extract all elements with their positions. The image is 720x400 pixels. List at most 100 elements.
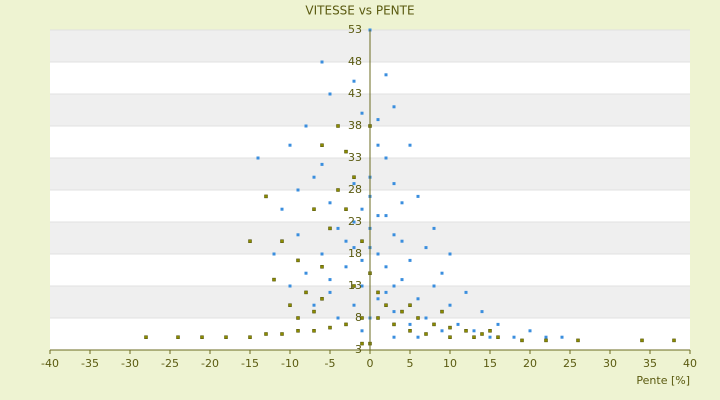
point [328,325,332,330]
point [576,338,580,343]
point [360,329,364,333]
point [344,149,348,154]
point [344,265,348,269]
y-tick-label: 53 [348,23,362,36]
point [400,309,404,314]
x-tick-label: -5 [325,357,336,370]
point [360,341,364,346]
point [264,194,268,199]
point [408,258,412,262]
y-tick-label: 18 [348,247,362,260]
point [384,265,388,269]
point [440,329,444,333]
point [472,329,476,333]
point [328,290,332,294]
x-tick-label: 25 [563,357,577,370]
x-tick-label: 20 [523,357,537,370]
x-axis-label: Pente [%] [636,374,690,387]
point [312,309,316,314]
point [304,124,308,128]
point [296,329,300,333]
point [480,310,484,314]
point [432,226,436,230]
point [304,290,308,295]
x-tick-label: 0 [367,357,374,370]
point [376,214,380,218]
point [360,284,364,288]
point [448,335,452,339]
chart-title: VITESSE vs PENTE [305,4,414,18]
point [248,239,252,243]
point [296,316,300,320]
x-tick-label: -10 [281,357,299,370]
point [176,335,180,339]
point [496,322,500,326]
point [416,297,420,301]
point [272,252,276,256]
point [400,201,404,205]
point [288,143,292,147]
point [488,335,492,339]
point [544,338,548,343]
x-tick-label: 10 [443,357,457,370]
point [560,335,564,339]
point [328,226,332,231]
y-tick-label: 28 [348,183,362,196]
y-tick-label: 8 [355,311,362,324]
point [360,207,364,211]
point [296,188,300,192]
point [200,335,204,339]
point [416,335,420,339]
point [344,239,348,243]
point [312,175,316,179]
point [280,207,284,211]
point [360,239,364,243]
point [440,309,444,314]
point [144,335,148,339]
point [344,207,348,211]
point [408,143,412,147]
point [496,335,500,339]
point [448,303,452,307]
point [384,290,388,294]
x-tick-label: -20 [201,357,219,370]
point [408,322,412,326]
point [408,329,412,333]
y-tick-label: 23 [348,215,362,228]
y-tick-label: 3 [355,343,362,356]
point [224,335,228,339]
point [384,214,388,218]
point [336,226,340,230]
point [416,194,420,198]
point [280,332,284,336]
point [352,182,356,186]
point [672,338,676,343]
x-tick-label: -35 [81,357,99,370]
point [392,182,396,186]
point [312,303,316,307]
point [384,73,388,77]
point [424,246,428,250]
point [272,277,276,282]
point [392,284,396,288]
y-tick-label: 38 [348,119,362,132]
point [344,322,348,327]
point [392,335,396,339]
point [424,332,428,336]
point [288,284,292,288]
point [432,284,436,288]
x-tick-label: 15 [483,357,497,370]
point [320,265,324,269]
point [472,335,476,339]
x-tick-label: -40 [41,357,59,370]
point [440,271,444,275]
point [360,111,364,115]
point [256,156,260,160]
point [288,303,292,307]
point [432,322,436,327]
point [416,316,420,320]
point [320,162,324,166]
x-tick-label: -30 [121,357,139,370]
point [320,252,324,256]
